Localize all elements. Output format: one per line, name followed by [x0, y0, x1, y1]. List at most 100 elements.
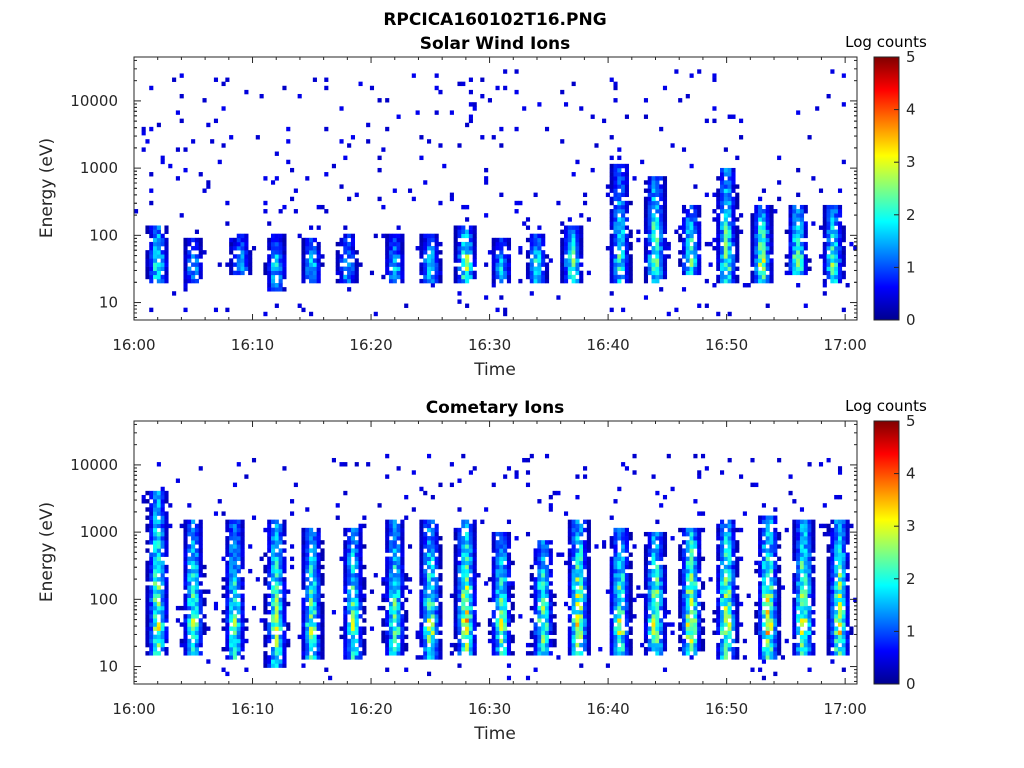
solar-wind-heatmap-cell — [183, 278, 188, 284]
solar-wind-heatmap-cell — [453, 241, 458, 247]
cometary-heatmap-cell — [312, 577, 317, 582]
solar-wind-heatmap-cell — [423, 266, 428, 271]
cometary-heatmap-cell — [472, 573, 477, 578]
cometary-heatmap-cell — [404, 642, 409, 648]
solar-wind-heatmap-cell — [191, 254, 196, 259]
cometary-heatmap-cell — [156, 601, 161, 607]
solar-wind-heatmap-cell — [758, 196, 763, 202]
cometary-heatmap-cell — [270, 634, 276, 640]
cometary-panel: Cometary Ions 16:00 16:10 16:20 16:30 16:40 1… — [37, 397, 927, 744]
cometary-heatmap-cell — [758, 589, 763, 594]
cometary-heatmap-cell — [765, 573, 770, 578]
cometary-heatmap-cell — [164, 499, 169, 504]
cometary-heatmap-cell — [659, 642, 664, 648]
solar-wind-heatmap-cell — [624, 266, 629, 271]
cometary-heatmap-cell — [229, 560, 234, 566]
cometary-heatmap-cell — [309, 560, 314, 566]
solar-wind-heatmap-cell — [693, 221, 698, 226]
cometary-heatmap-cell — [662, 581, 668, 586]
solar-wind-heatmap-cell — [769, 250, 774, 255]
cometary-heatmap-cell — [396, 622, 401, 627]
solar-wind-axes: 16:00 16:10 16:20 16:30 16:40 16:50 17:0010100… — [70, 57, 867, 354]
cometary-heatmap-cell — [164, 490, 169, 496]
cometary-heatmap-cell — [427, 626, 432, 631]
solar-wind-heatmap-cell — [735, 229, 740, 234]
cometary-heatmap-cell — [183, 523, 188, 529]
cometary-heatmap-cell — [689, 531, 694, 537]
cometary-heatmap-cell — [400, 630, 405, 635]
solar-wind-heatmap-cell — [164, 270, 169, 276]
solar-wind-heatmap-cell — [697, 262, 702, 267]
cometary-heatmap-cell — [681, 585, 687, 590]
solar-wind-heatmap-cell — [560, 266, 565, 271]
cometary-heatmap-cell — [678, 614, 683, 619]
solar-wind-heatmap-cell — [430, 262, 435, 267]
solar-wind-heatmap-cell — [427, 139, 432, 144]
cometary-heatmap-cell — [225, 614, 230, 619]
solar-wind-heatmap-cell — [575, 262, 580, 267]
cometary-heatmap-cell — [309, 655, 314, 660]
cometary-heatmap-cell — [427, 605, 432, 611]
cometary-heatmap-cell — [506, 536, 512, 541]
cometary-heatmap-cell — [632, 453, 637, 459]
cometary-heatmap-cell — [552, 490, 557, 496]
cometary-heatmap-cell — [465, 642, 470, 648]
cometary-heatmap-cell — [392, 647, 397, 652]
cometary-heatmap-cell — [506, 585, 512, 590]
solar-wind-heatmap-cell — [187, 266, 192, 271]
cometary-heatmap-cell — [579, 564, 584, 570]
cometary-heatmap-cell — [358, 597, 363, 603]
cometary-heatmap-cell — [339, 462, 344, 467]
solar-wind-heatmap-cell — [761, 254, 766, 259]
solar-wind-heatmap-cell — [354, 250, 359, 255]
cometary-heatmap-cell — [149, 552, 154, 557]
cometary-heatmap-cell — [609, 610, 614, 615]
solar-wind-heatmap-cell — [491, 258, 496, 263]
cometary-heatmap-cell — [541, 577, 546, 582]
cometary-heatmap-cell — [727, 560, 732, 566]
cometary-heatmap-cell — [693, 577, 698, 582]
solar-wind-heatmap-cell — [609, 200, 614, 206]
cometary-heatmap-cell — [278, 597, 283, 603]
solar-wind-heatmap-cell — [160, 159, 165, 165]
cometary-heatmap-cell — [586, 577, 591, 582]
solar-wind-heatmap-cell — [777, 155, 782, 161]
cometary-heatmap-cell — [267, 585, 272, 590]
solar-wind-heatmap-cell — [609, 274, 614, 280]
solar-wind-heatmap-cell — [267, 270, 272, 276]
cometary-heatmap-cell — [506, 564, 512, 570]
cometary-heatmap-cell — [472, 564, 477, 570]
cometary-heatmap-cell — [183, 556, 188, 562]
cometary-heatmap-cell — [765, 647, 770, 652]
cometary-heatmap-cell — [723, 585, 728, 590]
cometary-heatmap-cell — [468, 470, 473, 475]
cometary-heatmap-cell — [613, 634, 618, 640]
cometary-heatmap-cell — [712, 618, 717, 623]
cometary-heatmap-cell — [506, 593, 512, 598]
cometary-heatmap-cell — [689, 589, 694, 594]
cometary-heatmap-cell — [628, 560, 633, 566]
cometary-heatmap-cell — [548, 601, 553, 607]
solar-wind-heatmap-cell — [586, 217, 591, 222]
solar-wind-heatmap-cell — [754, 217, 759, 222]
cometary-heatmap-cell — [499, 548, 504, 553]
cometary-heatmap-cell — [388, 647, 394, 652]
cometary-heatmap-cell — [716, 544, 721, 549]
solar-wind-heatmap-cell — [837, 241, 843, 247]
cometary-heatmap-cell — [461, 614, 466, 619]
cometary-heatmap-cell — [400, 548, 405, 553]
cometary-heatmap-cell — [145, 638, 150, 644]
cometary-heatmap-cell — [662, 638, 668, 644]
cometary-heatmap-cell — [510, 593, 515, 598]
cometary-heatmap-cell — [480, 519, 485, 525]
solar-wind-heatmap-cell — [274, 246, 279, 251]
cometary-heatmap-cell — [689, 647, 694, 652]
cometary-heatmap-cell — [194, 638, 199, 644]
solar-wind-heatmap-cell — [826, 258, 831, 263]
solar-wind-heatmap-cell — [278, 233, 283, 239]
cometary-heatmap-cell — [400, 560, 405, 566]
solar-wind-heatmap-cell — [837, 229, 843, 234]
cometary-heatmap-cell — [194, 564, 199, 570]
cometary-heatmap-cell — [746, 593, 751, 598]
solar-wind-heatmap-cell — [716, 278, 721, 284]
